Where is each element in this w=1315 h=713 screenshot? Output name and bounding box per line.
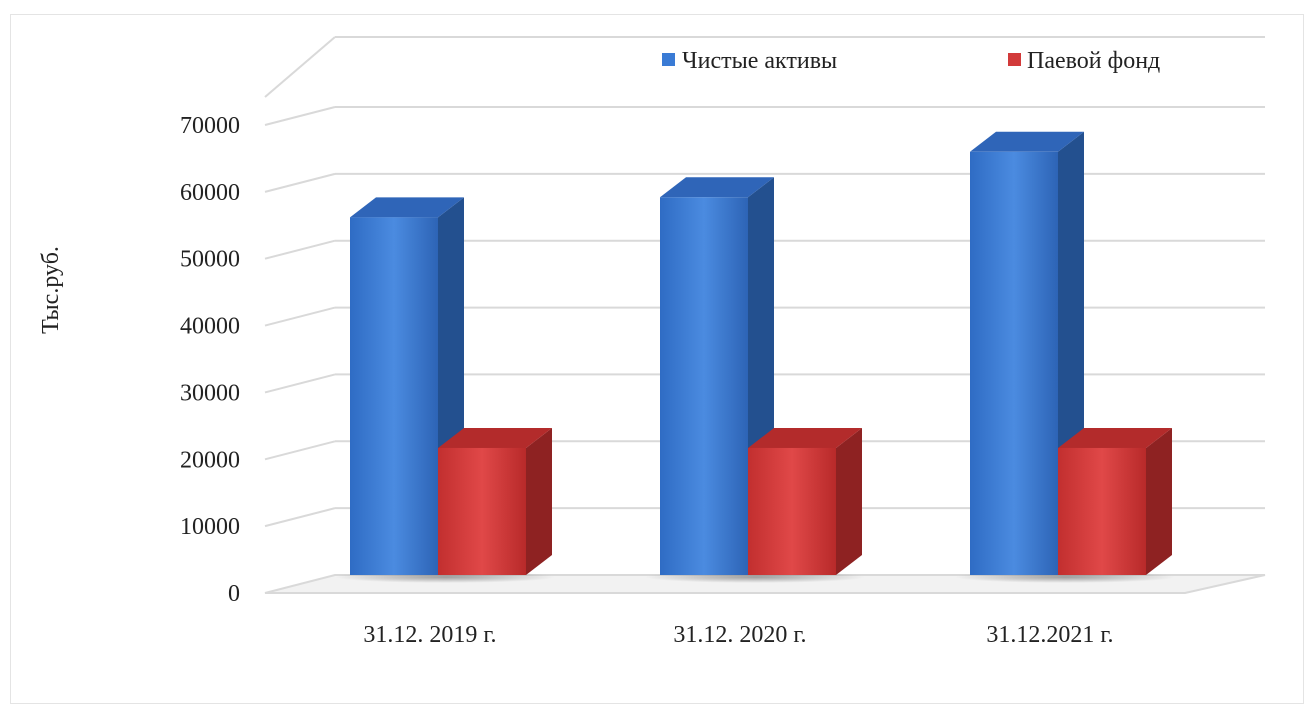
bars xyxy=(335,131,1175,583)
legend-swatch-net-assets xyxy=(662,53,675,66)
legend-label-unit-fund: Паевой фонд xyxy=(1027,48,1160,74)
bar-net-assets xyxy=(660,177,774,575)
bar-unit-fund-front xyxy=(748,447,836,575)
y-tick-label: 20000 xyxy=(180,447,240,473)
y-tick-label: 50000 xyxy=(180,247,240,273)
bar-unit-fund-top xyxy=(748,427,862,448)
bar-unit-fund-front xyxy=(1058,447,1146,575)
gridline-side xyxy=(264,507,336,528)
bar-unit-fund-top xyxy=(1058,427,1172,448)
gridline-side xyxy=(264,306,336,327)
bar-unit-fund-top xyxy=(438,427,552,448)
legend-label-net-assets: Чистые активы xyxy=(682,48,837,74)
y-tick-label: 70000 xyxy=(180,113,240,139)
gridline-side xyxy=(264,172,336,193)
legend: Чистые активы Паевой фонд xyxy=(662,48,1160,74)
bar-unit-fund xyxy=(748,427,862,575)
bar-unit-fund-side xyxy=(836,427,862,575)
bar-unit-fund-side xyxy=(1146,427,1172,575)
bar-unit-fund-side xyxy=(526,427,552,575)
legend-swatch-unit-fund xyxy=(1008,53,1021,66)
bar-net-assets-front xyxy=(350,217,438,576)
x-tick-label: 31.12.2021 г. xyxy=(986,622,1113,648)
bar-net-assets-front xyxy=(660,197,748,575)
y-tick-label: 0 xyxy=(228,581,240,607)
bar-net-assets-top xyxy=(970,131,1084,152)
side-wall-top xyxy=(264,36,336,98)
bar-net-assets-top xyxy=(660,177,774,198)
bar-unit-fund xyxy=(438,427,552,575)
bar-unit-fund xyxy=(1058,427,1172,575)
y-tick-label: 60000 xyxy=(180,180,240,206)
tick-labels: 0 10000 20000 30000 40000 50000 60000 70000 31.1… xyxy=(180,113,1114,648)
bar-unit-fund-front xyxy=(438,447,526,575)
bar-net-assets-top xyxy=(350,197,464,218)
x-tick-label: 31.12. 2019 г. xyxy=(363,622,496,648)
y-tick-label: 40000 xyxy=(180,314,240,340)
gridline-side xyxy=(264,106,336,126)
x-tick-label: 31.12. 2020 г. xyxy=(673,622,806,648)
y-tick-label: 10000 xyxy=(180,514,240,540)
y-axis-label: Тыс.руб. xyxy=(38,246,64,334)
gridline-side xyxy=(264,440,336,461)
gridline-side xyxy=(264,239,336,260)
y-tick-label: 30000 xyxy=(180,380,240,406)
gridline-side xyxy=(264,373,336,394)
bar-net-assets-front xyxy=(970,151,1058,575)
